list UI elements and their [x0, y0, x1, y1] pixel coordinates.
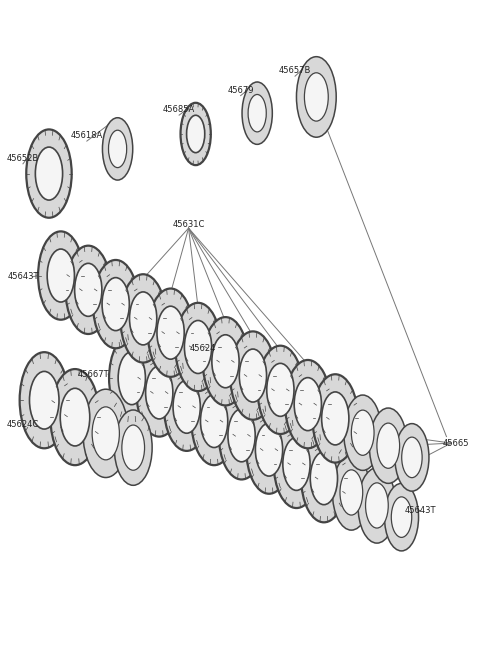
Ellipse shape — [145, 366, 173, 419]
Ellipse shape — [26, 130, 72, 217]
Ellipse shape — [294, 378, 322, 430]
Text: 45665: 45665 — [443, 439, 469, 447]
Ellipse shape — [255, 423, 283, 476]
Ellipse shape — [312, 374, 358, 462]
Ellipse shape — [212, 335, 239, 388]
Ellipse shape — [391, 497, 412, 537]
Ellipse shape — [201, 394, 228, 447]
Text: 45631C: 45631C — [172, 220, 205, 229]
Text: 45643T: 45643T — [7, 272, 39, 282]
Ellipse shape — [230, 331, 276, 420]
Ellipse shape — [102, 278, 129, 331]
Ellipse shape — [92, 407, 120, 460]
Ellipse shape — [187, 115, 205, 153]
Ellipse shape — [36, 147, 62, 200]
Ellipse shape — [66, 246, 111, 334]
Ellipse shape — [369, 408, 407, 483]
Ellipse shape — [173, 381, 200, 433]
Ellipse shape — [248, 94, 266, 132]
Ellipse shape — [108, 130, 127, 168]
Ellipse shape — [118, 352, 145, 405]
Ellipse shape — [180, 103, 211, 165]
Text: 45618A: 45618A — [71, 132, 103, 140]
Ellipse shape — [120, 274, 166, 363]
Ellipse shape — [157, 306, 184, 359]
Text: 45624: 45624 — [190, 344, 216, 353]
Ellipse shape — [402, 437, 422, 477]
Ellipse shape — [60, 388, 90, 446]
Ellipse shape — [50, 369, 100, 465]
Ellipse shape — [122, 425, 144, 470]
Ellipse shape — [274, 420, 319, 508]
Ellipse shape — [322, 392, 349, 445]
Text: 45624C: 45624C — [7, 421, 39, 430]
Ellipse shape — [109, 334, 155, 422]
Ellipse shape — [74, 263, 102, 316]
Ellipse shape — [203, 317, 248, 405]
Ellipse shape — [377, 423, 400, 468]
Ellipse shape — [285, 360, 331, 448]
Ellipse shape — [102, 118, 133, 180]
Ellipse shape — [344, 395, 382, 470]
Ellipse shape — [333, 455, 370, 530]
Ellipse shape — [267, 364, 294, 417]
Ellipse shape — [20, 352, 69, 448]
Ellipse shape — [114, 410, 152, 485]
Ellipse shape — [83, 389, 129, 477]
Ellipse shape — [246, 405, 292, 494]
Text: 45652B: 45652B — [7, 154, 39, 163]
Ellipse shape — [395, 424, 429, 491]
Text: 45667T: 45667T — [78, 370, 110, 379]
Ellipse shape — [310, 452, 337, 504]
Ellipse shape — [351, 410, 374, 455]
Text: 45685A: 45685A — [163, 105, 195, 115]
Ellipse shape — [297, 57, 336, 137]
Ellipse shape — [47, 249, 74, 302]
Text: 45643T: 45643T — [405, 506, 436, 515]
Ellipse shape — [192, 377, 237, 465]
Ellipse shape — [130, 292, 157, 345]
Ellipse shape — [148, 289, 193, 377]
Ellipse shape — [304, 73, 328, 121]
Text: 45657B: 45657B — [279, 66, 311, 75]
Ellipse shape — [93, 260, 138, 348]
Ellipse shape — [38, 231, 84, 320]
Ellipse shape — [228, 409, 255, 462]
Ellipse shape — [242, 82, 272, 144]
Ellipse shape — [340, 470, 363, 515]
Ellipse shape — [29, 371, 59, 429]
Ellipse shape — [301, 434, 347, 522]
Ellipse shape — [175, 303, 221, 391]
Ellipse shape — [366, 483, 388, 528]
Ellipse shape — [219, 391, 264, 479]
Ellipse shape — [164, 363, 209, 451]
Ellipse shape — [384, 483, 419, 551]
Ellipse shape — [283, 438, 310, 491]
Ellipse shape — [184, 320, 212, 373]
Ellipse shape — [240, 349, 266, 402]
Text: 45679: 45679 — [228, 86, 254, 95]
Ellipse shape — [358, 468, 396, 543]
Ellipse shape — [258, 346, 303, 434]
Ellipse shape — [136, 348, 182, 437]
